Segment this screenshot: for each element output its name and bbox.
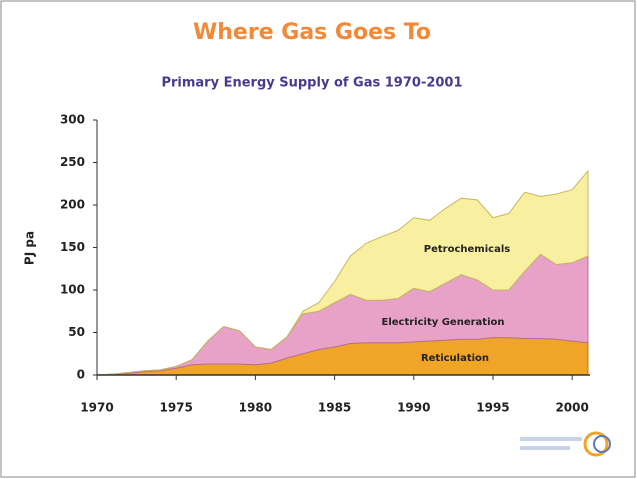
y-tick-label: 0 (77, 368, 85, 382)
x-tick-label: 1995 (476, 401, 509, 415)
x-tick-label: 1980 (239, 401, 272, 415)
x-tick-label: 1985 (318, 401, 351, 415)
x-tick-label: 2000 (555, 401, 588, 415)
series-label: Reticulation (421, 353, 489, 364)
x-tick-label: 1970 (80, 401, 113, 415)
x-tick-label: 1975 (159, 401, 192, 415)
y-axis-label: PJ pa (23, 231, 37, 265)
y-tick-label: 150 (60, 240, 85, 254)
y-tick-label: 100 (60, 283, 85, 297)
logo (520, 431, 611, 457)
chart-title: Where Gas Goes To (193, 20, 431, 45)
series-label: Petrochemicals (424, 244, 510, 255)
y-tick-label: 50 (68, 325, 85, 339)
y-tick-label: 200 (60, 198, 85, 212)
y-tick-label: 300 (60, 113, 85, 127)
x-tick-label: 1990 (397, 401, 430, 415)
area (96, 169, 589, 376)
chart-subtitle: Primary Energy Supply of Gas 1970-2001 (161, 76, 462, 91)
y-tick-label: 250 (60, 155, 85, 169)
series-label: Electricity Generation (381, 317, 504, 328)
